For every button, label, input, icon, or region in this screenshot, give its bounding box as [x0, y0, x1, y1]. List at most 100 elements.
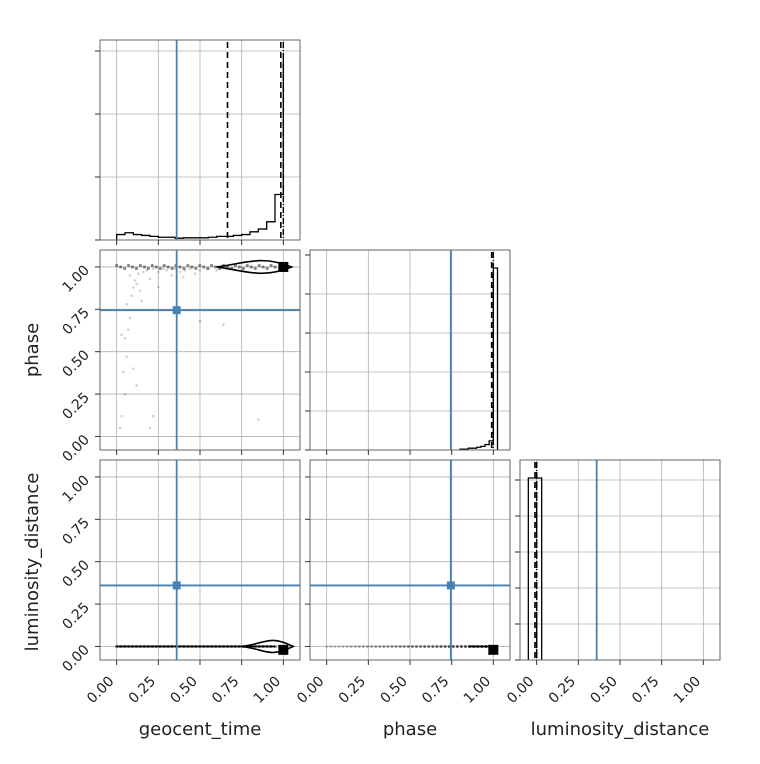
scatter-ridge-point-19 — [190, 265, 194, 269]
scatter-ridge-point-lum-phase-7 — [353, 644, 357, 648]
scatter-point-43 — [135, 384, 138, 387]
panel-luminosity-distance-hist-xtick-label-0: 0.00 — [504, 674, 537, 707]
scatter-ridge-point-1 — [119, 265, 123, 269]
scatter-ridge-point-34 — [249, 265, 253, 269]
scatter-ridge-point-2 — [122, 266, 127, 271]
panel-luminosity-distance-hist-xtick-label-4: 1.00 — [671, 674, 704, 707]
scatter-point-45 — [157, 285, 160, 289]
panel-phase-vs-geocent-time-ytick-label-2: 0.50 — [59, 347, 92, 380]
scatter-ridge-point-lum-phase-0 — [325, 644, 329, 648]
scatter-ridge-point-lum-phase-8 — [357, 644, 361, 648]
scatter-point-28 — [193, 272, 197, 276]
scatter-ridge-point-9 — [150, 263, 154, 268]
scatter-point-4 — [125, 355, 128, 359]
panel-lum-vs-phase-truth-marker — [446, 581, 455, 590]
scatter-point-10 — [132, 285, 135, 289]
panel-luminosity-distance-vs-geocent-time-xtick-label-0: 0.00 — [84, 674, 117, 707]
scatter-point-5 — [123, 336, 127, 340]
scatter-ridge-point-lum-phase-3 — [337, 644, 341, 648]
scatter-ridge-point-lum-phase-16 — [390, 644, 394, 648]
scatter-point-29 — [198, 269, 202, 272]
scatter-ridge-point-lum-phase-27 — [435, 644, 439, 648]
panel-luminosity-distance-hist-xtick-label-3: 0.75 — [629, 674, 662, 707]
panel-phase-histogram — [459, 267, 499, 450]
scatter-point-31 — [215, 269, 218, 272]
scatter-ridge-point-lum-phase-30 — [447, 644, 451, 648]
panel-geocent-time-histogram — [116, 58, 284, 240]
truth-lines-layer — [100, 40, 598, 660]
scatter-ridge-point-14 — [170, 266, 174, 271]
panel-phase-vs-geocent-time-ytick-label-0: 0.00 — [59, 432, 92, 465]
scatter-ridge-point-lum-phase-26 — [431, 644, 435, 648]
scatter-point-24 — [173, 267, 177, 270]
panel-luminosity-distance-vs-phase-xtick-label-0: 0.00 — [294, 674, 327, 707]
scatter-point-19 — [152, 267, 155, 270]
scatter-ridge-point-17 — [182, 266, 186, 271]
panel-luminosity-distance-vs-geocent-time-ytick-label-0: 0.00 — [59, 642, 92, 675]
ylabel-phase: phase — [22, 323, 43, 377]
scatter-ridge-point-lum-phase-19 — [402, 644, 406, 648]
scatter-ridge-point-lum-phase-4 — [341, 644, 345, 648]
panel-luminosity-distance-vs-phase-xtick-label-2: 0.50 — [377, 674, 410, 707]
scatter-ridge-point-10 — [154, 265, 158, 269]
scatter-ridge-point-13 — [166, 265, 170, 269]
tick-labels-layer: 0.00 0.25 0.50 0.75 1.00 0.00 0.25 0.50 0.75 1.00… — [59, 50, 704, 707]
scatter-ridge-point-36 — [257, 263, 261, 268]
scatter-ridge-point-lum-phase-21 — [410, 644, 414, 648]
scatter-ridge-point-20 — [194, 266, 198, 271]
panel-luminosity-distance-hist-xtick-label-1: 0.25 — [546, 674, 579, 707]
data-layer — [115, 42, 543, 660]
scatter-point-20 — [157, 270, 160, 274]
scatter-ridge-point-7 — [142, 265, 146, 269]
panel-phase-vs-geocent-time-truth-marker — [172, 306, 181, 315]
scatter-ridge-point-lum-phase-10 — [366, 644, 369, 648]
scatter-ridge-point-35 — [253, 266, 257, 271]
panel-phase-vs-geocent-time-ytick-label-1: 0.25 — [59, 390, 92, 423]
scatter-point-36 — [148, 426, 152, 430]
scatter-ridge-point-lum-phase-6 — [349, 644, 353, 648]
scatter-ridge-point-lum-phase-11 — [370, 644, 374, 648]
scatter-ridge-point-lum-phase-31 — [451, 644, 455, 648]
scatter-point-27 — [188, 267, 192, 270]
scatter-ridge-point-25 — [214, 265, 218, 269]
scatter-ridge-point-16 — [178, 265, 182, 269]
scatter-ridge-point-lum-phase-13 — [378, 644, 382, 648]
scatter-ridge-point-lum-phase-5 — [345, 644, 349, 648]
panel-luminosity-distance-vs-geocent-time-ytick-label-2: 0.50 — [59, 557, 92, 590]
scatter-ridge-point-lum-phase-9 — [361, 644, 365, 648]
scatter-ridge-point-lum-phase-14 — [382, 644, 386, 648]
scatter-point-30 — [207, 267, 210, 270]
scatter-point-18 — [148, 277, 152, 281]
scatter-ridge-point-33 — [245, 263, 249, 268]
scatter-ridge-point-lum-phase-33 — [459, 644, 463, 648]
scatter-ridge-point-lum-phase-12 — [374, 644, 378, 648]
xlabel-geocent-time: geocent_time — [139, 719, 262, 740]
scatter-point-42 — [120, 333, 123, 337]
scatter-point-6 — [127, 328, 130, 331]
scatter-ridge-point-lum-phase-17 — [394, 644, 398, 648]
scatter-point-15 — [137, 272, 140, 276]
scatter-point-12 — [128, 274, 132, 277]
scatter-point-23 — [170, 274, 173, 277]
scatter-ridge-point-6 — [138, 263, 143, 268]
scatter-ridge-point-37 — [261, 265, 265, 269]
panel-luminosity-distance-vs-geocent-time-xtick-label-3: 0.75 — [209, 674, 242, 707]
scatter-point-38 — [198, 319, 202, 323]
scatter-point-17 — [145, 269, 148, 272]
scatter-ridge-point-lum-phase-25 — [427, 644, 431, 648]
xlabel-phase: phase — [383, 719, 437, 740]
scatter-ridge-point-lum-phase-18 — [398, 644, 402, 648]
scatter-ridge-point-lum-phase-22 — [415, 644, 418, 648]
scatter-point-22 — [165, 269, 168, 272]
scatter-ridge-point-lum-phase-29 — [443, 644, 447, 648]
scatter-ridge-point-0 — [115, 263, 119, 268]
panel-phase-vs-geocent-time-ytick-label-4: 1.00 — [59, 262, 92, 295]
scatter-point-41 — [140, 299, 143, 303]
scatter-ridge-point-40 — [273, 265, 277, 269]
density-peak-phase-vs-geocent-time — [278, 261, 289, 272]
scatter-point-2 — [123, 392, 127, 396]
panel-luminosity-distance-vs-geocent-time-ytick-label-3: 0.75 — [59, 515, 92, 548]
scatter-ridge-point-32 — [241, 266, 245, 271]
